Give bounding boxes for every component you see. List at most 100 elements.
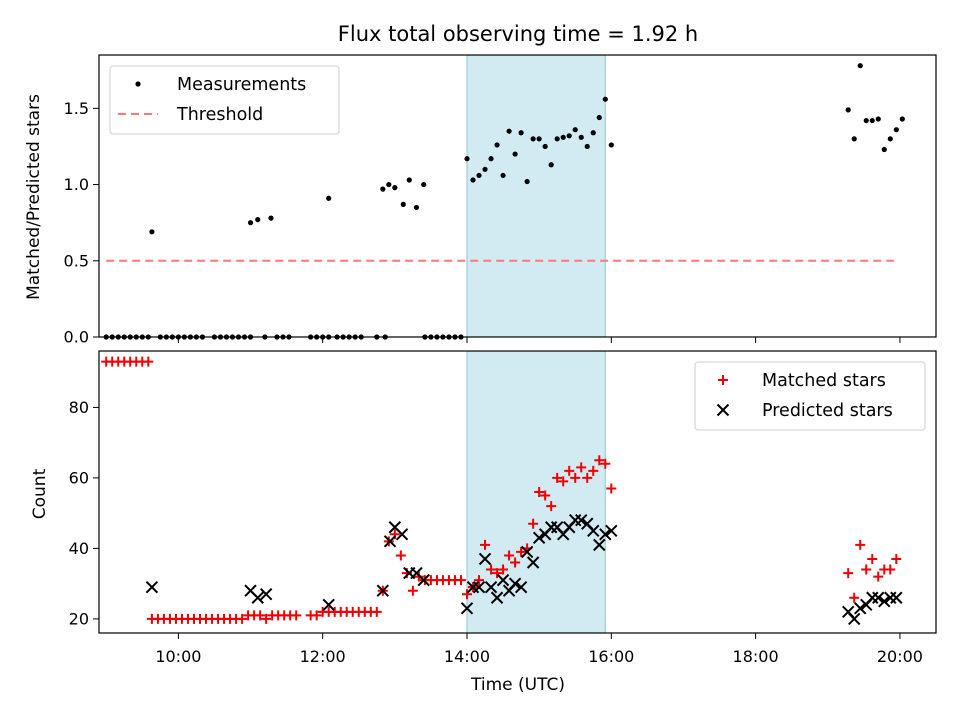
matched-star-point <box>461 589 472 600</box>
y-tick-label: 1.0 <box>64 175 89 194</box>
measurement-point <box>506 128 512 134</box>
matched-star-point <box>600 458 611 469</box>
measurement-point <box>590 130 596 136</box>
legend-label: Matched stars <box>762 371 886 391</box>
matched-star-point <box>407 585 418 596</box>
matched-star-point <box>534 487 545 497</box>
predicted-star-point <box>259 588 273 601</box>
predicted-star-point <box>599 528 612 541</box>
measurement-point <box>572 127 578 133</box>
x-tick-label: 10:00 <box>155 647 201 666</box>
matched-star-point <box>588 465 599 476</box>
predicted-star-point <box>575 513 588 527</box>
x-tick-label: 18:00 <box>733 647 779 666</box>
legend-box <box>694 361 926 431</box>
matched-star-point <box>516 546 527 557</box>
measurement-point <box>255 217 261 223</box>
matched-star-point <box>867 553 878 564</box>
predicted-star-point <box>395 528 409 541</box>
predicted-star-point <box>322 598 335 612</box>
matched-star-point <box>570 472 581 483</box>
predicted-star-point <box>520 545 534 559</box>
ratio-panel: 0.0 0.5 1.0 1.5 Measurements Threshold <box>64 54 937 347</box>
measurement-point <box>380 186 386 192</box>
predicted-star-point <box>496 573 510 587</box>
y-tick-label: 0.0 <box>64 328 89 347</box>
legend-predicted-swatch <box>716 403 730 417</box>
predicted-star-point <box>508 577 522 590</box>
matched-star-point <box>540 490 551 501</box>
measurement-point <box>554 136 560 142</box>
measurement-point <box>578 134 584 140</box>
matched-star-point <box>528 518 539 529</box>
measurement-point <box>881 146 887 153</box>
matched-star-point <box>261 613 272 624</box>
measurement-point <box>326 195 332 201</box>
y-tick-label: 60 <box>69 468 89 487</box>
measurement-point <box>875 116 881 122</box>
y-tick-label: 20 <box>69 609 89 628</box>
legend-box <box>109 65 340 135</box>
legend-label: Predicted stars <box>762 401 893 421</box>
measurement-point <box>560 134 566 140</box>
observing-window-span <box>466 54 606 338</box>
measurement-point <box>845 107 851 113</box>
predicted-star-point <box>890 591 903 604</box>
measurement-point <box>464 156 470 162</box>
measurement-point <box>406 177 412 183</box>
measurement-point <box>899 116 905 122</box>
count-panel: 20 40 60 80 10:00 12:00 14:00 16:00 18:00 20:00 Ma… <box>69 350 937 666</box>
predicted-star-point <box>460 602 474 615</box>
legend-label: Measurements <box>177 75 306 95</box>
legend-label: Threshold <box>176 105 263 125</box>
matched-star-point <box>873 571 884 582</box>
measurement-point <box>602 96 608 102</box>
predicted-star-point <box>532 531 546 545</box>
measurement-point <box>542 143 548 150</box>
x-tick-label: 12:00 <box>300 647 346 666</box>
y-tick-label: 40 <box>69 539 89 558</box>
predicted-star-point <box>472 580 486 594</box>
matched-star-point <box>843 568 854 579</box>
count-axis-label: Count <box>30 468 50 519</box>
matched-star-point <box>143 356 154 367</box>
measurement-point <box>149 229 155 235</box>
matched-star-point <box>558 476 569 487</box>
matched-star-point <box>504 550 515 561</box>
matched-star-point <box>291 610 302 621</box>
matched-star-point <box>237 613 248 624</box>
measurement-point <box>869 117 875 124</box>
x-tick-label: 14:00 <box>444 647 490 666</box>
matched-star-point <box>855 539 866 550</box>
measurement-point <box>584 143 590 150</box>
predicted-star-point <box>514 580 528 594</box>
y-tick-label: 80 <box>69 398 89 417</box>
measurement-point <box>386 181 392 188</box>
time-axis-label: Time (UTC) <box>470 675 565 695</box>
plot-frame <box>98 54 937 338</box>
predicted-star-point <box>878 595 891 608</box>
measurement-point <box>863 117 869 124</box>
legend: Measurements Threshold <box>109 65 340 135</box>
matched-star-point <box>480 539 491 550</box>
predicted-star-point <box>593 538 606 552</box>
measurement-point <box>392 185 398 191</box>
measurement-point <box>500 172 506 179</box>
matched-star-point <box>582 472 593 483</box>
matched-star-point <box>546 501 557 512</box>
measurement-point <box>566 133 572 139</box>
predicted-star-point <box>605 524 618 537</box>
measurement-point <box>524 178 530 185</box>
ratio-axis-label: Matched/Predicted stars <box>24 94 44 300</box>
predicted-star-point <box>526 556 540 569</box>
measurement-point <box>421 181 427 188</box>
measurement-point <box>893 127 899 133</box>
measurement-point <box>413 204 420 211</box>
y-tick-label: 1.5 <box>64 99 89 118</box>
matched-star-point <box>510 557 521 568</box>
matched-star-point <box>594 455 605 466</box>
measurement-point <box>518 130 524 136</box>
predicted-star-point <box>478 552 492 566</box>
matched-star-point <box>891 553 902 564</box>
legend: Matched stars Predicted stars <box>694 361 926 431</box>
